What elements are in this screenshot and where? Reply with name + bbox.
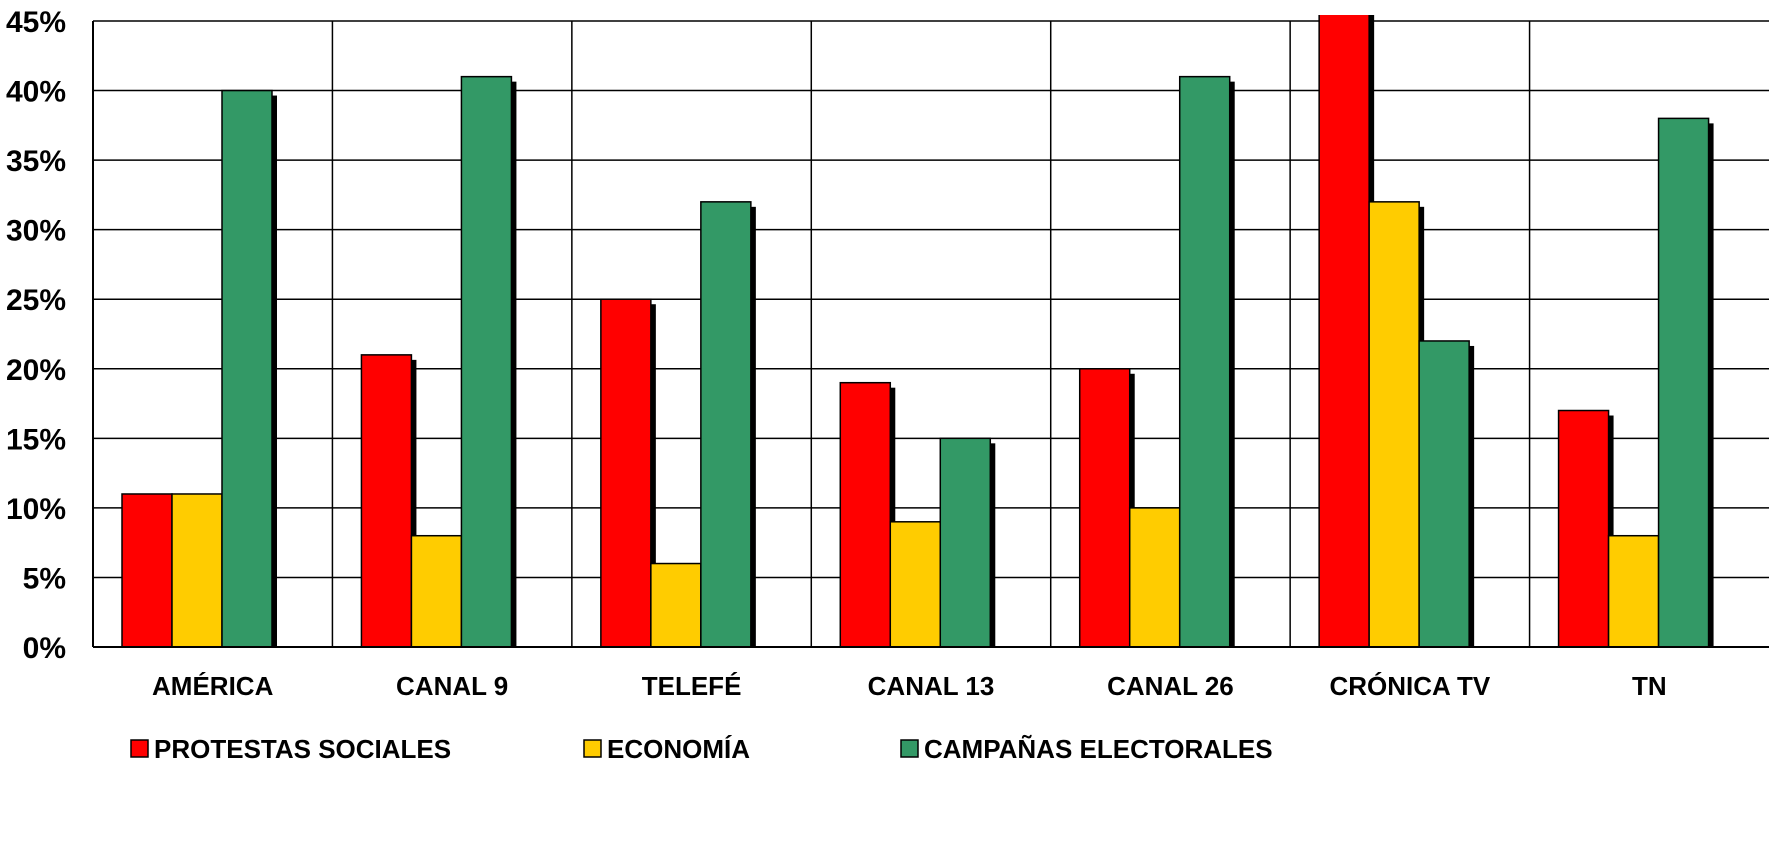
legend-swatch — [900, 739, 919, 758]
bar — [1128, 507, 1181, 647]
legend-label: CAMPAÑAS ELECTORALES — [924, 734, 1273, 764]
bar — [700, 201, 752, 647]
legend-label: ECONOMÍA — [607, 734, 750, 764]
bar — [1657, 117, 1710, 647]
bar — [650, 562, 702, 647]
x-tick-label: AMÉRICA — [152, 671, 274, 701]
bar — [600, 298, 652, 647]
bar — [221, 89, 273, 647]
bar — [121, 493, 173, 647]
y-tick-label: 0% — [23, 632, 66, 665]
x-axis-tick-labels: AMÉRICA CANAL 9 TELEFÉ CANAL 13 CANAL 26 CRÓN… — [152, 671, 1667, 701]
legend-swatch — [130, 739, 149, 758]
bars — [121, 15, 1714, 647]
bar-shadow — [890, 387, 896, 647]
bar — [460, 75, 513, 647]
y-tick-label: 20% — [6, 354, 66, 387]
y-tick-label: 35% — [6, 145, 66, 178]
bar — [939, 437, 992, 647]
bar — [1318, 15, 1370, 647]
bar — [1078, 368, 1131, 647]
bar — [1418, 340, 1470, 647]
y-tick-label: 15% — [6, 423, 66, 456]
y-tick-label: 25% — [6, 284, 66, 317]
x-tick-label: CANAL 26 — [1107, 671, 1234, 701]
x-tick-label: TELEFÉ — [642, 671, 742, 701]
y-tick-label: 40% — [6, 76, 66, 109]
bar — [1368, 201, 1420, 647]
y-tick-label: 5% — [23, 562, 66, 595]
bar-layer — [121, 15, 1714, 647]
legend: PROTESTAS SOCIALES ECONOMÍA CAMPAÑAS ELECT… — [130, 734, 1273, 764]
bar — [1607, 534, 1660, 647]
y-tick-label: 10% — [6, 493, 66, 526]
legend-swatch — [583, 739, 602, 758]
bar — [839, 381, 892, 647]
x-tick-label: TN — [1632, 671, 1667, 701]
bar-shadow — [1608, 415, 1614, 647]
y-tick-label: 45% — [6, 6, 66, 39]
bar-shadow — [650, 304, 656, 647]
bar — [360, 354, 413, 647]
bar-shadow — [1708, 123, 1714, 647]
legend-label: PROTESTAS SOCIALES — [154, 734, 451, 764]
bar — [1557, 409, 1610, 647]
bar — [889, 521, 942, 647]
y-tick-label: 30% — [6, 215, 66, 248]
bar — [171, 493, 223, 647]
bar — [1178, 75, 1231, 647]
bar-shadow — [1229, 81, 1235, 647]
x-tick-label: CANAL 9 — [396, 671, 508, 701]
bar-shadow — [990, 443, 996, 647]
axes — [92, 21, 1769, 648]
bar-shadow — [411, 359, 417, 647]
x-tick-label: CANAL 13 — [868, 671, 995, 701]
y-axis-tick-labels: 0% 5% 10% 15% 20% 25% 30% 35% 40% 45% — [6, 6, 66, 665]
bar-shadow — [750, 206, 756, 647]
x-tick-label: CRÓNICA TV — [1329, 671, 1490, 701]
bar-shadow — [272, 95, 277, 647]
bar-shadow — [511, 81, 517, 647]
bar — [410, 534, 463, 647]
bar-shadow — [1469, 345, 1475, 647]
